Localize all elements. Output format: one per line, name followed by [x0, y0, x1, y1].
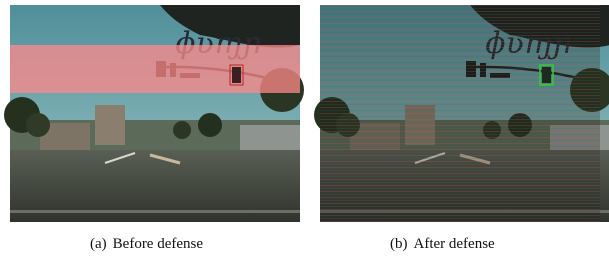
- noise: [320, 5, 600, 222]
- caption-b: (b) After defense: [390, 236, 495, 253]
- traffic-light: [542, 67, 551, 83]
- page: ɸʋɱɲ: [0, 0, 609, 260]
- caption-text: After defense: [414, 236, 495, 252]
- attack-band: [10, 45, 300, 93]
- traffic-light: [232, 67, 241, 83]
- caption-text: Before defense: [113, 236, 203, 252]
- figure-images: ɸʋɱɲ: [0, 0, 609, 230]
- after-image: [314, 5, 609, 222]
- caption-label: (a): [90, 236, 107, 252]
- caption-a: (a) Before defense: [90, 236, 203, 253]
- before-image: [4, 5, 304, 222]
- scene: [4, 5, 304, 222]
- caption-label: (b): [390, 236, 408, 252]
